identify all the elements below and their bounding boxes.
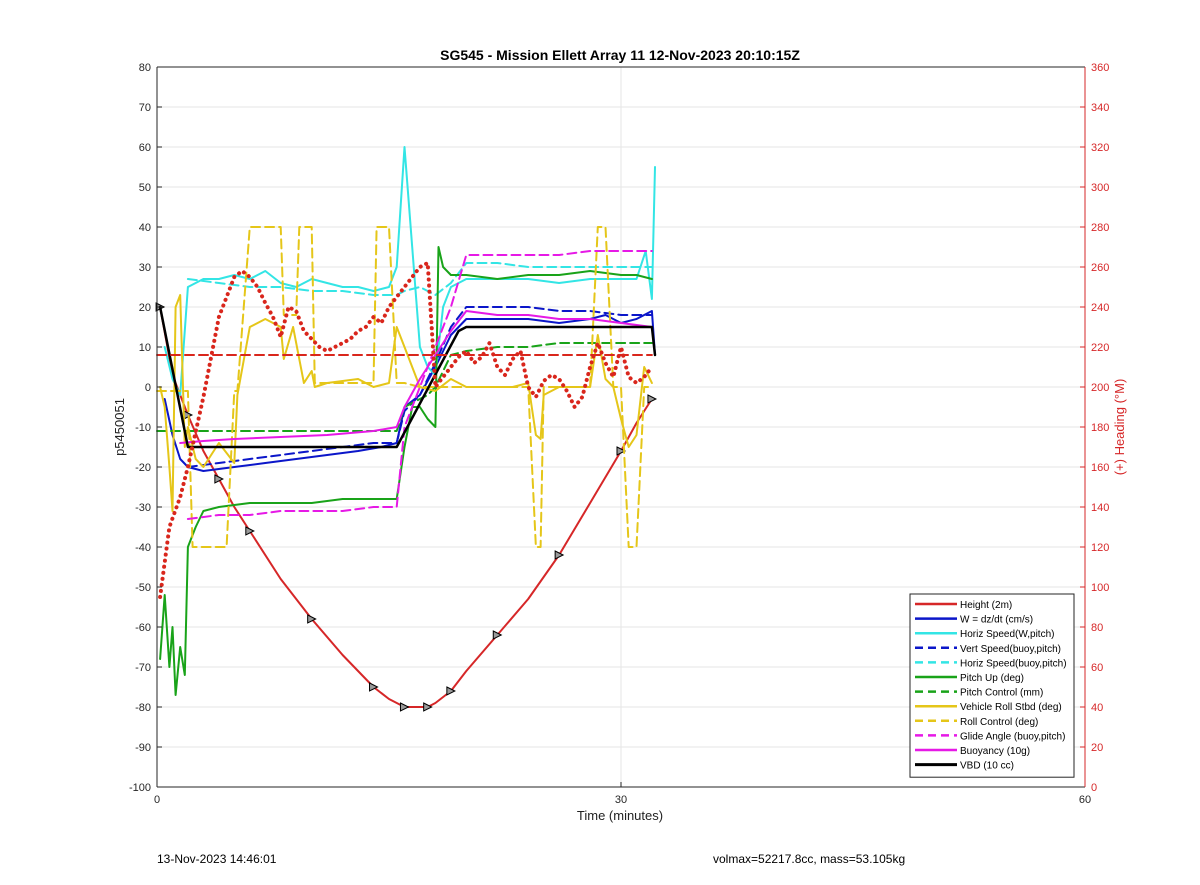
x-tick-label: 60 xyxy=(1079,794,1091,806)
legend-label: W = dz/dt (cm/s) xyxy=(960,615,1033,626)
y-right-tick-label: 80 xyxy=(1091,622,1103,634)
height-marker xyxy=(616,446,627,456)
x-axis-label: Time (minutes) xyxy=(577,808,663,823)
y-axis-label: p5450051 xyxy=(112,398,127,456)
legend-label: Horiz Speed(buoy,pitch) xyxy=(960,658,1067,669)
x-tick-label: 0 xyxy=(154,794,160,806)
legend-label: Buoyancy (10g) xyxy=(960,746,1030,757)
y-right-tick-label: 200 xyxy=(1091,382,1109,394)
height-marker xyxy=(446,686,456,696)
y-right-tick-label: 0 xyxy=(1091,782,1097,794)
y-tick-label: 80 xyxy=(139,62,151,74)
legend-label: Horiz Speed(W,pitch) xyxy=(960,629,1054,640)
y-right-tick-label: 360 xyxy=(1091,62,1109,74)
axes: 80706050403020100-10-20-30-40-50-60-70-8… xyxy=(129,62,1109,806)
series-line-buoyancy-10g xyxy=(179,310,653,444)
height-marker xyxy=(423,702,433,712)
height-marker xyxy=(245,526,255,536)
y-right-tick-label: 320 xyxy=(1091,142,1109,154)
series-line-w-dz-dt-cm-s xyxy=(163,310,656,472)
y-right-tick-label: 260 xyxy=(1091,262,1109,274)
y-tick-label: 50 xyxy=(139,182,151,194)
y-right-tick-label: 120 xyxy=(1091,542,1109,554)
legend-label: VBD (10 cc) xyxy=(960,761,1014,772)
y-right-tick-label: 280 xyxy=(1091,222,1109,234)
y-tick-label: 30 xyxy=(139,262,151,274)
height-marker xyxy=(369,682,379,692)
y-right-tick-label: 240 xyxy=(1091,302,1109,314)
y-right-tick-label: 20 xyxy=(1091,742,1103,754)
height-marker xyxy=(647,394,658,404)
y-right-tick-label: 60 xyxy=(1091,662,1103,674)
legend: Height (2m) W = dz/dt (cm/s) Horiz Speed(W… xyxy=(909,593,1075,778)
footer-mass-info: volmax=52217.8cc, mass=53.105kg xyxy=(713,852,906,866)
y-tick-label: -10 xyxy=(135,422,151,434)
legend-box xyxy=(909,593,1075,778)
y-tick-label: -90 xyxy=(135,742,151,754)
y-right-tick-label: 100 xyxy=(1091,582,1109,594)
y-tick-label: 60 xyxy=(139,142,151,154)
chart-title: SG545 - Mission Ellett Array 11 12-Nov-2… xyxy=(440,47,800,63)
series-line-unnamed-13 xyxy=(158,261,654,599)
legend-label: Height (2m) xyxy=(960,600,1012,611)
height-marker xyxy=(492,630,503,640)
y-tick-label: -50 xyxy=(135,582,151,594)
y-tick-label: -20 xyxy=(135,462,151,474)
y-tick-label: -60 xyxy=(135,622,151,634)
series-layer xyxy=(155,146,658,712)
y-tick-label: 20 xyxy=(139,302,151,314)
y-right-tick-label: 340 xyxy=(1091,102,1109,114)
y-tick-label: 40 xyxy=(139,222,151,234)
legend-label: Vert Speed(buoy,pitch) xyxy=(960,644,1061,655)
legend-label: Pitch Up (deg) xyxy=(960,673,1024,684)
series-line-vert-speed-buoy-pitch xyxy=(186,306,653,468)
y-tick-label: -80 xyxy=(135,702,151,714)
legend-label: Vehicle Roll Stbd (deg) xyxy=(960,702,1062,713)
y-right-tick-label: 220 xyxy=(1091,342,1109,354)
y-tick-label: 0 xyxy=(145,382,151,394)
legend-label: Roll Control (deg) xyxy=(960,717,1038,728)
y-tick-label: 70 xyxy=(139,102,151,114)
height-marker xyxy=(214,474,224,484)
y-tick-label: -40 xyxy=(135,542,151,554)
legend-label: Glide Angle (buoy,pitch) xyxy=(960,731,1065,742)
y-right-tick-label: 140 xyxy=(1091,502,1109,514)
footer-timestamp: 13-Nov-2023 14:46:01 xyxy=(157,852,277,866)
series-line-vbd-10-cc xyxy=(158,305,657,449)
y-right-tick-label: 40 xyxy=(1091,702,1103,714)
y-right-tick-label: 180 xyxy=(1091,422,1109,434)
y-right-tick-label: 300 xyxy=(1091,182,1109,194)
height-marker xyxy=(307,614,317,624)
series-line-horiz-speed-buoy-pitch xyxy=(186,262,653,296)
legend-label: Pitch Control (mm) xyxy=(960,688,1043,699)
y-tick-label: -70 xyxy=(135,662,151,674)
y-tick-label: -30 xyxy=(135,502,151,514)
y-right-tick-label: 160 xyxy=(1091,462,1109,474)
y-tick-label: 10 xyxy=(139,342,151,354)
x-tick-label: 30 xyxy=(615,794,627,806)
series-line-roll-control-deg xyxy=(156,226,653,548)
height-marker xyxy=(554,550,565,560)
series-line-horiz-speed-w-pitch xyxy=(163,146,656,396)
series-line-pitch-control-mm xyxy=(156,342,653,432)
y-axis-label-right: (+) Heading (°M) xyxy=(1112,379,1127,476)
height-marker xyxy=(399,702,410,712)
y-tick-label: -100 xyxy=(129,782,151,794)
